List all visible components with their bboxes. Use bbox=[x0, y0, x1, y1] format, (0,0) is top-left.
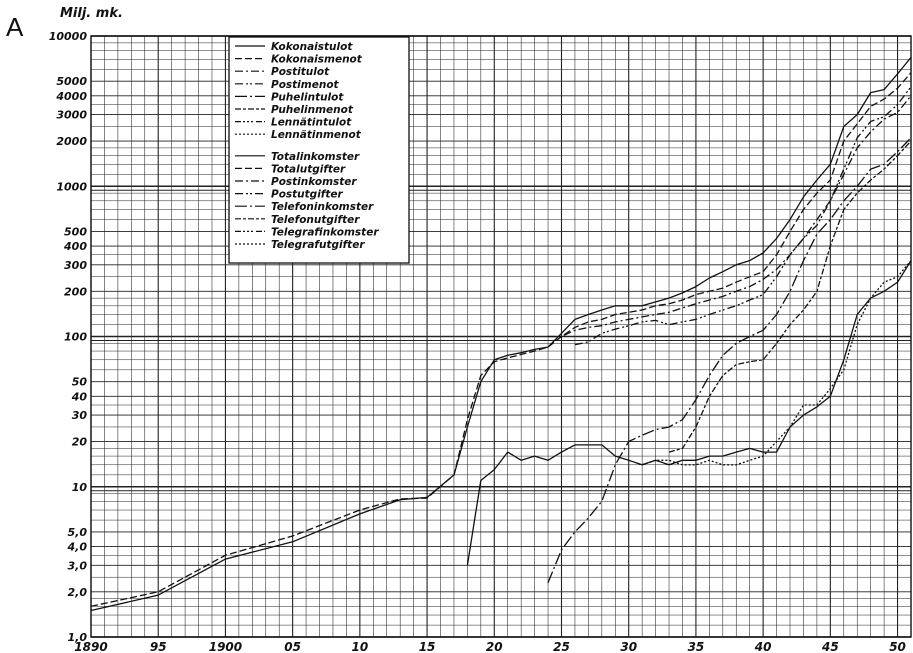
legend-label: Puhelinmenot bbox=[271, 104, 354, 116]
y-axis-unit-label: Milj. mk. bbox=[60, 6, 123, 21]
legend-label: Lennätinmenot bbox=[271, 129, 362, 141]
x-tick-label: 45 bbox=[821, 640, 839, 653]
x-tick-label: 95 bbox=[150, 640, 167, 653]
x-tick-label: 35 bbox=[688, 640, 705, 653]
plot-frame bbox=[90, 35, 912, 638]
legend-label: Postutgifter bbox=[271, 189, 343, 201]
y-tick-label: 40 bbox=[71, 390, 88, 403]
legend-box bbox=[228, 36, 410, 264]
x-tick-label: 15 bbox=[419, 640, 436, 653]
x-tick-label: 05 bbox=[284, 640, 301, 653]
series-line-4 bbox=[574, 86, 912, 346]
y-tick-label: 100 bbox=[64, 331, 87, 344]
y-tick-label: 50 bbox=[72, 376, 88, 389]
y-tick-label: 10 bbox=[72, 481, 88, 494]
y-tick-label: 4,0 bbox=[67, 541, 88, 554]
y-tick-label: 5000 bbox=[56, 75, 87, 88]
series-line-7 bbox=[466, 260, 912, 566]
x-tick-label: 40 bbox=[754, 640, 772, 653]
y-tick-label: 200 bbox=[64, 285, 87, 298]
y-tick-label: 4000 bbox=[55, 90, 87, 103]
y-tick-label: 500 bbox=[64, 225, 87, 238]
x-tick-label: 1890 bbox=[74, 640, 107, 653]
y-tick-label: 5,0 bbox=[68, 526, 88, 539]
series-line-8 bbox=[641, 260, 912, 466]
y-tick-label: 3000 bbox=[56, 109, 87, 122]
y-tick-label: 3,0 bbox=[68, 559, 88, 572]
x-tick-label: 30 bbox=[620, 640, 637, 653]
y-tick-label: 1000 bbox=[56, 180, 87, 193]
y-tick-label: 400 bbox=[63, 240, 87, 253]
series-line-5 bbox=[547, 137, 912, 583]
legend-label: Postimenot bbox=[271, 79, 340, 91]
y-tick-label: 10000 bbox=[49, 30, 88, 43]
legend-label: Telegrafinkomster bbox=[271, 226, 379, 238]
series-line-6 bbox=[668, 140, 912, 453]
legend-label: Telefonutgifter bbox=[271, 214, 360, 226]
legend: KokonaistulotKokonaismenotPostitulotPost… bbox=[228, 36, 410, 264]
grid bbox=[90, 35, 912, 638]
series-line-2 bbox=[90, 72, 912, 607]
legend-label: Totalinkomster bbox=[271, 151, 360, 163]
y-tick-label: 20 bbox=[72, 436, 88, 449]
series-line-3 bbox=[548, 95, 912, 338]
y-tick-label: 2,0 bbox=[68, 586, 88, 599]
x-tick-label: 10 bbox=[352, 640, 369, 653]
legend-label: Kokonaismenot bbox=[271, 54, 363, 66]
y-tick-label: 1,0 bbox=[68, 631, 88, 644]
series-line-1 bbox=[90, 56, 912, 612]
y-tick-label: 2000 bbox=[56, 135, 87, 148]
legend-label: Telefoninkomster bbox=[271, 201, 374, 213]
legend-label: Totalutgifter bbox=[271, 163, 346, 175]
panel-letter: A bbox=[6, 12, 24, 42]
x-tick-label: 50 bbox=[889, 640, 906, 653]
legend-label: Telegrafutgifter bbox=[271, 239, 365, 251]
y-tick-label: 30 bbox=[72, 409, 88, 422]
axes: 1000050004000300020001000500400300200100… bbox=[49, 30, 912, 653]
x-tick-label: 20 bbox=[486, 640, 503, 653]
legend-label: Lennätintulot bbox=[271, 117, 352, 129]
legend-label: Postitulot bbox=[271, 66, 330, 78]
x-tick-label: 25 bbox=[553, 640, 570, 653]
legend-label: Kokonaistulot bbox=[271, 41, 353, 53]
x-tick-label: 1900 bbox=[209, 640, 242, 653]
series-lines bbox=[90, 56, 912, 612]
legend-label: Postinkomster bbox=[271, 176, 357, 188]
legend-label: Puhelintulot bbox=[271, 91, 344, 103]
y-tick-label: 300 bbox=[64, 259, 87, 272]
